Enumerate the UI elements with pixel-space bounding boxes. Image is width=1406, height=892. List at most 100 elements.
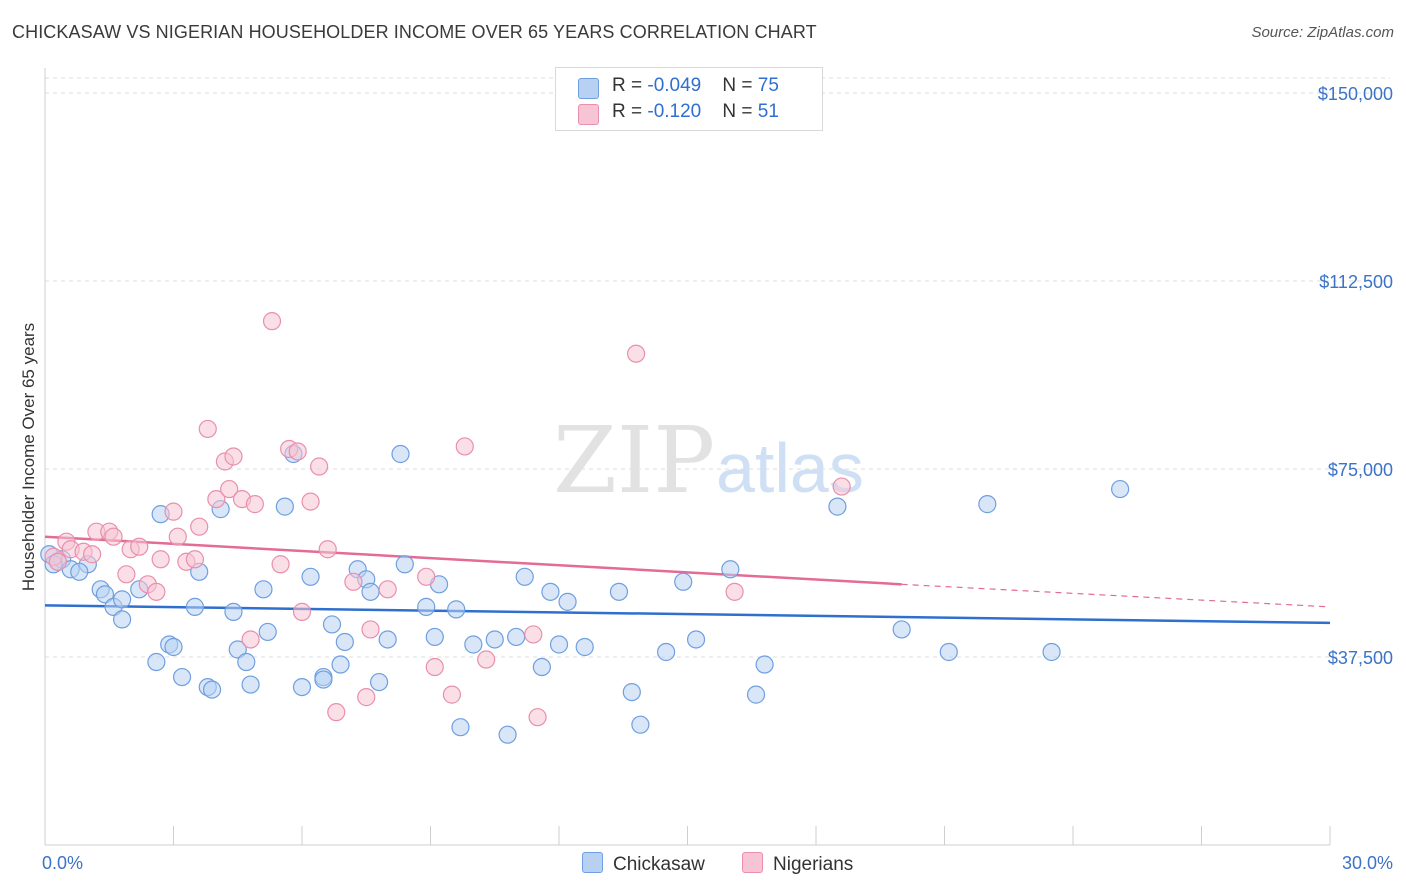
- nigerians-point: [425, 657, 444, 677]
- x-tick-label: 0.0%: [42, 853, 83, 873]
- chickasaw-point: [755, 655, 774, 674]
- nigerians-point: [117, 565, 136, 584]
- legend-item-chickasaw: Chickasaw: [582, 852, 705, 876]
- nigerians-point: [442, 685, 462, 704]
- nigerians-point: [220, 479, 239, 499]
- nigerians-point: [83, 545, 102, 564]
- chickasaw-point: [464, 635, 483, 654]
- nigerians-point: [168, 527, 187, 546]
- nigerians-point: [344, 572, 363, 591]
- nigerians-point: [224, 447, 243, 466]
- legend-label-nigerians: Nigerians: [773, 854, 854, 875]
- watermark-zip: ZIP: [553, 407, 715, 514]
- chart-title: CHICKASAW VS NIGERIAN HOUSEHOLDER INCOME…: [12, 22, 817, 42]
- chickasaw-point: [335, 632, 354, 652]
- nigerians-swatch: [578, 104, 599, 125]
- nigerians-point: [151, 550, 170, 569]
- chickasaw-point: [549, 635, 569, 654]
- chickasaw-point: [425, 627, 444, 647]
- nigerians-point: [477, 650, 496, 669]
- legend-r-label: R =: [612, 101, 648, 122]
- chickasaw-point: [331, 655, 350, 674]
- chickasaw-point: [828, 497, 847, 516]
- nigerians-point: [190, 517, 209, 536]
- nigerians-point: [357, 688, 376, 707]
- tick-labels: $37,500 $75,000 $112,500 $150,000 0.0% 30.0%: [42, 84, 1393, 873]
- legend-r-value-nigerians: -0.120: [647, 101, 702, 122]
- chickasaw-point: [95, 585, 115, 604]
- chickasaw-point: [451, 718, 470, 737]
- chickasaw-point: [378, 630, 397, 649]
- nigerians-point: [262, 312, 282, 331]
- nigerians-point: [455, 437, 474, 456]
- nigerians-point: [725, 582, 744, 601]
- nigerians-point: [245, 495, 264, 514]
- nigerians-point: [104, 527, 123, 546]
- chickasaw-point: [275, 497, 294, 516]
- chickasaw-point: [228, 640, 247, 659]
- nigerians-point: [327, 703, 346, 722]
- chickasaw-point: [292, 677, 312, 697]
- y-axis-label: Householder Income Over 65 years: [19, 323, 38, 591]
- nigerians-point: [241, 630, 260, 649]
- legend-n-label: N =: [722, 101, 758, 122]
- legend-item-nigerians: Nigerians: [742, 852, 853, 876]
- nigerians-point: [310, 457, 329, 476]
- axes: [44, 68, 1331, 846]
- nigerians-point: [271, 555, 290, 574]
- y-tick-label: $75,000: [1328, 460, 1393, 480]
- nigerians-point: [198, 419, 217, 439]
- chickasaw-point: [164, 637, 183, 657]
- y-tick-label: $112,500: [1319, 272, 1393, 292]
- y-tick-label: $150,000: [1318, 84, 1393, 104]
- chickasaw-point: [361, 582, 380, 601]
- chickasaw-point: [258, 622, 277, 642]
- nigerians-point: [361, 620, 380, 639]
- chickasaw-point: [237, 652, 256, 672]
- grid-lines: [45, 77, 1390, 658]
- chickasaw-point: [112, 610, 132, 629]
- nigerians-point: [147, 582, 166, 601]
- legend-label-chickasaw: Chickasaw: [613, 854, 705, 875]
- chickasaw-point: [939, 642, 958, 662]
- nigerians-trend-extension: [901, 583, 1331, 608]
- nigerians-point: [528, 708, 547, 727]
- legend-n-value-nigerians: 51: [757, 101, 779, 122]
- legend-n-value-chickasaw: 75: [757, 75, 779, 96]
- nigerians-point: [378, 580, 397, 599]
- chickasaw-point: [1111, 479, 1130, 499]
- chickasaw-point: [1042, 642, 1061, 662]
- nigerians-point: [832, 477, 851, 496]
- chickasaw-point: [532, 657, 551, 677]
- chickasaw-point: [622, 683, 641, 702]
- chickasaw-point: [447, 600, 466, 619]
- chickasaw-point: [370, 672, 389, 692]
- y-tick-label: $37,500: [1328, 648, 1393, 668]
- chickasaw-point: [112, 590, 132, 609]
- chickasaw-point: [322, 615, 342, 634]
- chickasaw-point: [631, 715, 650, 734]
- nigerians-point: [130, 537, 149, 556]
- correlation-legend: R = -0.049 N = 75 R = -0.120 N = 51: [555, 67, 823, 131]
- source-credit: Source: ZipAtlas.com: [1251, 24, 1394, 41]
- chickasaw-point: [172, 667, 192, 687]
- nigerians-point: [185, 550, 205, 569]
- nigerians-point: [524, 625, 543, 644]
- nigerians-swatch: [742, 852, 763, 873]
- nigerians-point: [626, 344, 646, 363]
- chickasaw-trend-line: [44, 604, 1331, 625]
- chickasaw-point: [314, 670, 333, 689]
- legend-r-value-chickasaw: -0.049: [647, 75, 702, 96]
- data-points: [40, 312, 1130, 744]
- chickasaw-point: [147, 652, 166, 672]
- chickasaw-point: [498, 725, 517, 744]
- trend-lines: [44, 535, 1331, 625]
- chickasaw-point: [674, 572, 693, 591]
- legend-n-label: N =: [722, 75, 758, 96]
- chickasaw-point: [609, 582, 629, 601]
- chickasaw-point: [202, 680, 222, 699]
- nigerians-point: [288, 442, 307, 461]
- chickasaw-point: [541, 582, 560, 601]
- nigerians-point: [207, 489, 226, 509]
